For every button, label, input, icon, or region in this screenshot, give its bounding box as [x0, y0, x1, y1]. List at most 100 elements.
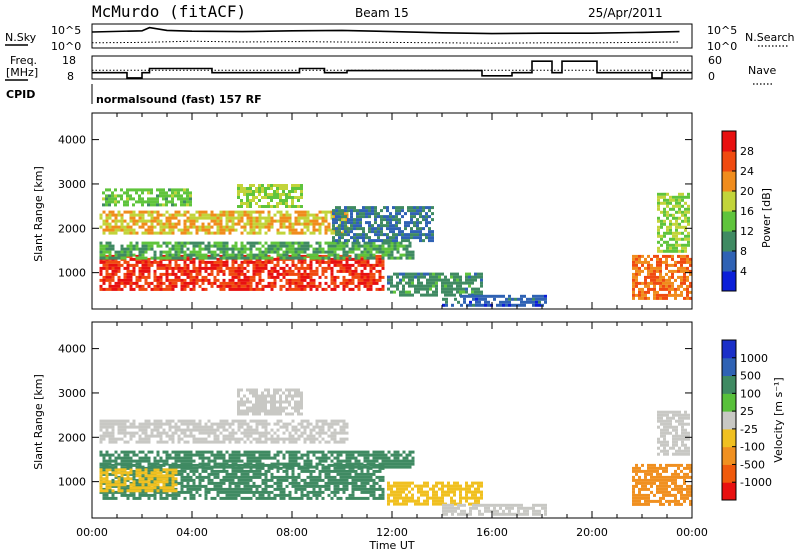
velocity-cell: [186, 481, 190, 485]
power-cell: [129, 269, 133, 273]
velocity-cell: [279, 496, 283, 500]
velocity-cell: [108, 434, 112, 438]
power-cell: [396, 275, 399, 279]
velocity-cell: [270, 475, 274, 479]
power-cell: [324, 269, 328, 273]
power-cell: [135, 241, 139, 245]
power-cell: [456, 284, 459, 288]
velocity-cell: [342, 422, 346, 426]
power-cell: [192, 266, 196, 270]
velocity-cell: [378, 475, 382, 479]
power-cell: [141, 213, 145, 217]
power-cell: [484, 303, 487, 307]
power-cell: [105, 266, 109, 270]
power-cell: [135, 278, 139, 282]
power-cell: [399, 253, 403, 257]
velocity-cell: [324, 475, 328, 479]
power-cell: [303, 266, 307, 270]
power-cell: [360, 272, 364, 276]
power-cell: [258, 256, 262, 260]
power-cell: [204, 244, 208, 248]
velocity-cell: [372, 490, 376, 494]
velocity-cell: [393, 462, 397, 466]
velocity-cell: [375, 453, 379, 457]
velocity-cell: [306, 462, 310, 466]
velocity-cell: [171, 440, 175, 444]
power-cell: [368, 215, 371, 219]
power-cell: [177, 194, 180, 198]
power-cell: [315, 272, 319, 276]
velocity-cell: [177, 465, 181, 469]
power-cell: [456, 290, 459, 294]
power-cell: [365, 212, 368, 216]
power-cell: [303, 247, 307, 251]
power-cell: [632, 254, 635, 258]
power-cell: [402, 272, 405, 276]
power-cell: [195, 269, 199, 273]
velocity-cell: [174, 422, 178, 426]
velocity-cell: [237, 428, 241, 432]
power-cell: [324, 210, 328, 214]
velocity-cell: [249, 490, 253, 494]
velocity-cell: [246, 462, 250, 466]
velocity-cell: [333, 440, 337, 444]
power-cell: [669, 201, 672, 205]
velocity-cell: [108, 486, 112, 490]
power-cell: [264, 219, 268, 223]
power-cell: [102, 260, 106, 264]
power-cell: [138, 260, 142, 264]
power-cell: [408, 256, 412, 260]
power-cell: [674, 290, 677, 294]
power-cell: [249, 260, 253, 264]
power-cell: [141, 247, 145, 251]
velocity-cell: [231, 472, 235, 476]
power-cell: [428, 230, 431, 234]
velocity-cell: [339, 478, 343, 482]
velocity-cell: [213, 422, 217, 426]
power-cell: [129, 253, 133, 257]
power-cell: [339, 244, 343, 248]
power-cell: [684, 237, 687, 241]
velocity-cell: [327, 481, 331, 485]
power-cell: [213, 260, 217, 264]
velocity-cell: [117, 453, 121, 457]
power-cell: [174, 225, 178, 229]
power-cell: [231, 284, 235, 288]
power-cell: [123, 228, 127, 232]
velocity-cell: [243, 462, 247, 466]
power-cell: [213, 216, 217, 220]
velocity-cell: [363, 459, 367, 463]
power-cell: [270, 287, 274, 291]
power-cell: [117, 219, 121, 223]
power-cell: [249, 187, 252, 190]
power-cell: [234, 228, 238, 232]
power-cell: [659, 257, 662, 261]
velocity-cell: [141, 487, 145, 491]
power-cell: [428, 215, 431, 219]
power-cell: [428, 206, 431, 210]
velocity-cell: [135, 489, 139, 493]
velocity-cell: [186, 459, 190, 463]
power-cell: [186, 191, 189, 195]
velocity-cell: [291, 462, 295, 466]
velocity-cell: [276, 484, 280, 488]
power-cell: [666, 201, 669, 205]
power-cell: [353, 224, 356, 228]
power-cell: [468, 284, 471, 288]
power-cell: [231, 256, 235, 260]
power-cell: [255, 260, 259, 264]
power-cell: [393, 284, 396, 288]
velocity-cell: [360, 450, 364, 454]
velocity-cell: [120, 489, 124, 493]
power-cell: [417, 290, 420, 294]
power-colorbar-label: 8: [740, 245, 747, 258]
power-cell: [368, 212, 371, 216]
power-cell: [657, 216, 660, 220]
velocity-cell: [207, 478, 211, 482]
velocity-cell: [231, 456, 235, 460]
power-cell: [147, 275, 151, 279]
power-cell: [165, 225, 169, 229]
power-cell: [435, 284, 438, 288]
power-cell: [207, 256, 211, 260]
power-cell: [668, 293, 671, 297]
